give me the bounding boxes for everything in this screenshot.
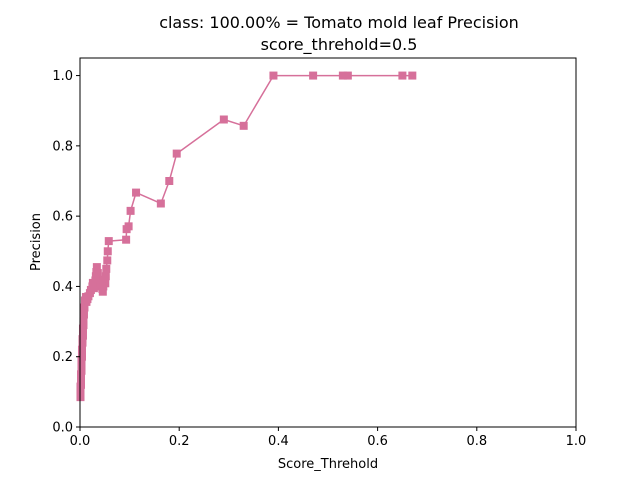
data-point — [219, 115, 228, 124]
y-tick-label: 0.6 — [52, 210, 73, 225]
data-point — [239, 121, 248, 130]
y-tick-label: 0.4 — [52, 280, 73, 295]
data-point — [103, 256, 112, 265]
plot-frame — [79, 57, 577, 428]
data-point — [104, 237, 113, 246]
data-point — [78, 324, 87, 333]
data-point — [132, 188, 141, 197]
data-point — [122, 235, 131, 244]
x-tick-label: 0.8 — [466, 434, 487, 449]
data-point — [156, 199, 165, 208]
chart-title: class: 100.00% = Tomato mold leaf Precis… — [159, 13, 519, 32]
data-point — [172, 149, 181, 158]
x-tick-label: 1.0 — [566, 434, 587, 449]
chart-subtitle: score_threhold=0.5 — [261, 35, 418, 55]
y-tick-label: 0.0 — [52, 421, 73, 436]
data-point — [126, 206, 135, 215]
y-tick-label: 1.0 — [52, 69, 73, 84]
data-point — [80, 296, 89, 305]
data-point — [398, 71, 407, 80]
data-point — [78, 338, 87, 347]
data-point — [95, 282, 104, 291]
axis-layer: 0.0 0.2 0.4 0.6 0.8 1.0 0.0 0.2 0.4 0.6 0.8 1.0 — [52, 69, 586, 449]
plot-area — [80, 58, 576, 427]
data-point — [343, 71, 352, 80]
data-point — [338, 71, 347, 80]
x-tick-label: 0.4 — [268, 434, 289, 449]
data-point — [269, 71, 278, 80]
data-point — [92, 268, 101, 277]
data-point — [103, 247, 112, 256]
data-point — [309, 71, 318, 80]
y-axis-label: Precision — [29, 213, 44, 271]
data-point — [408, 71, 417, 80]
data-point — [91, 272, 100, 281]
data-point — [101, 272, 110, 281]
y-tick-label: 0.2 — [52, 350, 73, 365]
y-tick-label: 0.8 — [52, 139, 73, 154]
data-point — [80, 303, 89, 312]
data-point — [165, 177, 174, 185]
x-tick-label: 0.6 — [367, 434, 388, 449]
data-point — [122, 225, 131, 234]
x-tick-label: 0.0 — [70, 434, 91, 449]
data-point — [92, 263, 101, 272]
data-point — [79, 310, 88, 319]
data-point — [102, 264, 111, 273]
x-axis-label: Score_Threhold — [278, 457, 378, 472]
x-tick-label: 0.2 — [169, 434, 190, 449]
